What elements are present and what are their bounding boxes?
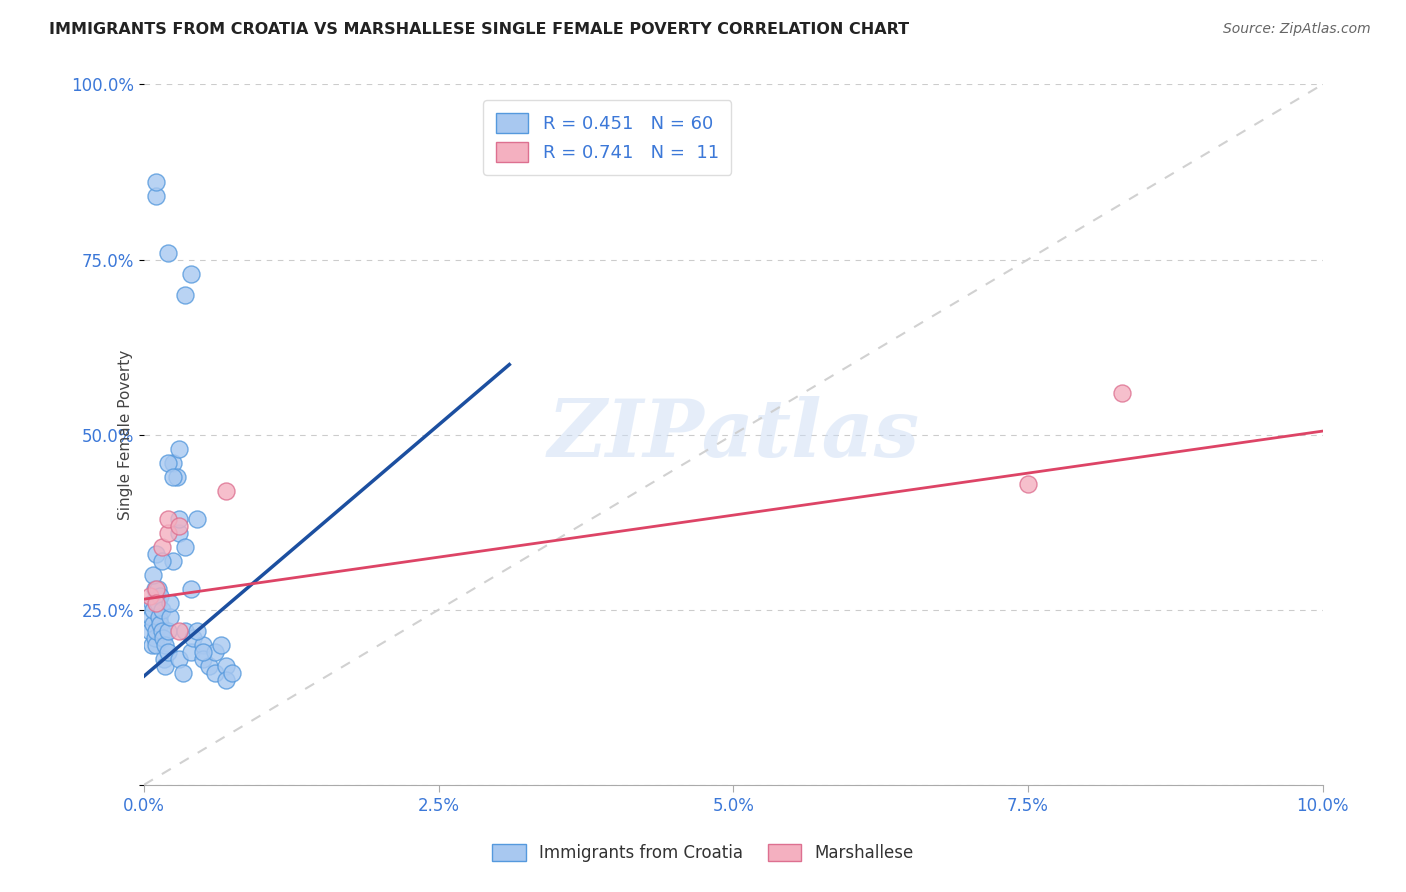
Point bbox=[191, 651, 214, 665]
Point bbox=[174, 540, 197, 554]
Point bbox=[156, 245, 179, 260]
Point bbox=[174, 287, 197, 301]
Point bbox=[145, 638, 167, 652]
Point bbox=[1111, 385, 1133, 400]
Point bbox=[153, 651, 176, 665]
Point bbox=[139, 624, 162, 638]
Point bbox=[150, 554, 173, 568]
Point bbox=[145, 624, 167, 638]
Point bbox=[186, 511, 208, 525]
Point bbox=[191, 645, 214, 659]
Point bbox=[149, 589, 172, 603]
Point bbox=[186, 624, 208, 638]
Point bbox=[209, 638, 232, 652]
Point bbox=[183, 631, 205, 645]
Point bbox=[139, 589, 162, 603]
Point bbox=[139, 609, 162, 624]
Point bbox=[204, 665, 226, 680]
Point bbox=[145, 547, 167, 561]
Point bbox=[156, 624, 179, 638]
Point bbox=[143, 631, 166, 645]
Point bbox=[153, 638, 176, 652]
Point bbox=[180, 267, 202, 281]
Point bbox=[148, 609, 170, 624]
Point bbox=[204, 645, 226, 659]
Point bbox=[215, 483, 238, 498]
Point bbox=[145, 582, 167, 596]
Point bbox=[169, 525, 191, 540]
Point bbox=[162, 554, 184, 568]
Point bbox=[142, 602, 165, 616]
Point bbox=[159, 596, 181, 610]
Point bbox=[156, 645, 179, 659]
Point bbox=[150, 540, 173, 554]
Point bbox=[141, 638, 163, 652]
Point bbox=[169, 518, 191, 533]
Point bbox=[159, 609, 181, 624]
Point bbox=[150, 602, 173, 616]
Legend: R = 0.451   N = 60, R = 0.741   N =  11: R = 0.451 N = 60, R = 0.741 N = 11 bbox=[484, 101, 731, 175]
Y-axis label: Single Female Poverty: Single Female Poverty bbox=[118, 350, 132, 520]
Point bbox=[141, 596, 163, 610]
Point bbox=[197, 658, 219, 673]
Point bbox=[169, 442, 191, 456]
Text: ZIPatlas: ZIPatlas bbox=[547, 396, 920, 474]
Point bbox=[169, 511, 191, 525]
Legend: Immigrants from Croatia, Marshallese: Immigrants from Croatia, Marshallese bbox=[484, 836, 922, 871]
Point bbox=[162, 469, 184, 483]
Point bbox=[146, 582, 169, 596]
Point bbox=[180, 645, 202, 659]
Point bbox=[215, 673, 238, 687]
Point bbox=[142, 616, 165, 631]
Point bbox=[143, 582, 166, 596]
Point bbox=[166, 469, 188, 483]
Point bbox=[221, 665, 243, 680]
Point bbox=[180, 582, 202, 596]
Point bbox=[162, 456, 184, 470]
Point bbox=[156, 456, 179, 470]
Point bbox=[150, 624, 173, 638]
Point bbox=[156, 511, 179, 525]
Text: Source: ZipAtlas.com: Source: ZipAtlas.com bbox=[1223, 22, 1371, 37]
Point bbox=[145, 176, 167, 190]
Point bbox=[145, 189, 167, 203]
Point bbox=[153, 658, 176, 673]
Point bbox=[172, 665, 194, 680]
Point bbox=[156, 525, 179, 540]
Point bbox=[169, 651, 191, 665]
Point bbox=[169, 624, 191, 638]
Text: IMMIGRANTS FROM CROATIA VS MARSHALLESE SINGLE FEMALE POVERTY CORRELATION CHART: IMMIGRANTS FROM CROATIA VS MARSHALLESE S… bbox=[49, 22, 910, 37]
Point bbox=[142, 567, 165, 582]
Point bbox=[191, 638, 214, 652]
Point bbox=[149, 616, 172, 631]
Point bbox=[145, 596, 167, 610]
Point bbox=[215, 658, 238, 673]
Point bbox=[1017, 476, 1039, 491]
Point bbox=[152, 631, 174, 645]
Point bbox=[146, 596, 169, 610]
Point bbox=[174, 624, 197, 638]
